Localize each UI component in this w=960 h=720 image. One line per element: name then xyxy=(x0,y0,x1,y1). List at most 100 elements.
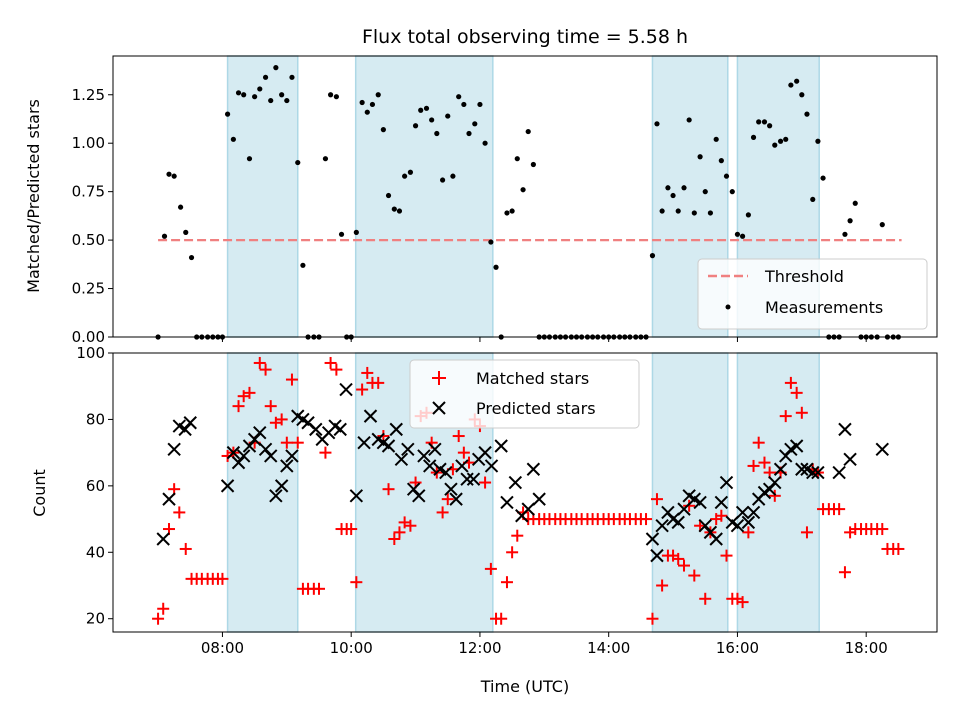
measurement-point xyxy=(783,136,789,142)
predicted-star-point xyxy=(730,519,745,533)
matched-star-point xyxy=(699,592,712,605)
bottom-y-tick-label: 60 xyxy=(86,477,105,495)
predicted-marker-b xyxy=(371,432,385,447)
measurement-point xyxy=(369,101,376,108)
matched-star-point xyxy=(795,406,808,419)
measurement-point xyxy=(188,254,195,261)
bottom-shaded-interval xyxy=(651,352,729,633)
bottom-shaded-interval xyxy=(736,352,820,633)
matched-star-point xyxy=(280,436,293,449)
measurement-point xyxy=(820,175,826,181)
predicted-star-point xyxy=(412,489,426,503)
predicted-marker-b xyxy=(328,419,342,433)
predicted-star-point xyxy=(406,482,421,496)
measurement-point xyxy=(300,262,306,268)
measurement-point xyxy=(224,111,231,117)
predicted-marker-b xyxy=(779,449,793,463)
predicted-marker-b xyxy=(661,505,675,520)
predicted-marker-b xyxy=(655,519,669,533)
measurement-point xyxy=(466,130,472,137)
predicted-marker-b xyxy=(671,515,685,530)
predicted-star-point xyxy=(832,465,846,480)
measurement-point xyxy=(177,204,184,210)
predicted-marker-b xyxy=(687,492,702,506)
predicted-marker-b xyxy=(773,462,788,476)
bottom-y-axis-label: Count xyxy=(30,469,49,517)
matched-star-point xyxy=(742,526,755,539)
predicted-marker-b xyxy=(156,532,170,546)
predicted-star-point xyxy=(500,495,514,510)
predicted-marker-b xyxy=(401,442,415,457)
top-plot-frame xyxy=(112,55,938,338)
predicted-star-point xyxy=(236,449,251,463)
measurement-point xyxy=(750,134,757,140)
measurement-point xyxy=(333,94,339,100)
predicted-star-point xyxy=(795,462,809,476)
measurement-point xyxy=(649,253,656,259)
matched-star-point xyxy=(784,376,797,389)
matched-star-point xyxy=(650,493,663,506)
x-tick-label: 16:00 xyxy=(716,639,759,657)
predicted-star-point xyxy=(178,422,192,437)
measurement-point xyxy=(847,218,853,224)
predicted-star-point xyxy=(508,475,523,490)
matched-star-point xyxy=(382,483,395,496)
predicted-marker-b xyxy=(296,412,310,427)
predicted-marker-b xyxy=(309,422,323,437)
predicted-star-point xyxy=(698,519,712,533)
measurement-point xyxy=(713,136,719,142)
predicted-star-point xyxy=(417,449,431,463)
predicted-marker-b xyxy=(417,449,431,463)
predicted-star-point xyxy=(714,495,729,510)
bottom-plot-frame xyxy=(112,352,938,633)
measurement-point xyxy=(745,212,751,218)
measurement-point xyxy=(262,74,269,80)
predicted-marker-b xyxy=(433,462,447,476)
predicted-marker-b xyxy=(666,512,680,526)
matched-star-point xyxy=(350,576,363,589)
matched-star-point xyxy=(672,552,685,565)
predicted-star-point xyxy=(693,495,707,510)
matched-star-point xyxy=(479,476,492,489)
bottom-y-tick-label: 20 xyxy=(86,610,105,628)
measurement-point xyxy=(788,82,794,88)
matched-star-point xyxy=(179,542,192,555)
measurement-point xyxy=(815,138,821,144)
predicted-star-point xyxy=(242,439,257,453)
matched-star-point xyxy=(152,612,165,625)
measurement-point xyxy=(691,210,697,216)
predicted-marker-b xyxy=(746,505,761,520)
measurement-point xyxy=(702,189,708,195)
measurements-legend-swatch xyxy=(725,304,731,310)
matched-legend-swatch xyxy=(432,371,446,385)
predicted-star-point xyxy=(526,462,541,476)
predicted-star-point xyxy=(779,449,793,463)
predicted-marker-b xyxy=(741,515,756,530)
matched-star-point xyxy=(833,503,846,516)
predicted-marker-b xyxy=(357,435,371,450)
predicted-legend-label: Predicted stars xyxy=(476,399,596,418)
predicted-marker-b xyxy=(725,515,739,530)
predicted-star-point xyxy=(401,442,415,457)
bottom-y-tick-label: 80 xyxy=(86,410,105,428)
measurement-point xyxy=(681,185,687,191)
predicted-marker-b xyxy=(682,489,696,503)
matched-star-point xyxy=(330,363,343,376)
measurement-point xyxy=(327,92,334,98)
predicted-marker-b xyxy=(167,442,181,457)
predicted-marker-b xyxy=(285,449,299,463)
bottom-y-tick-label: 100 xyxy=(76,344,105,362)
matched-star-point xyxy=(484,562,497,575)
measurement-point xyxy=(777,138,784,144)
predicted-marker-b xyxy=(258,442,273,457)
predicted-marker-b xyxy=(178,422,192,437)
predicted-star-point xyxy=(394,452,409,466)
predicted-marker-b xyxy=(795,462,809,476)
predicted-marker-b xyxy=(494,439,508,453)
measurement-point xyxy=(434,130,440,137)
predicted-star-point xyxy=(478,445,492,460)
predicted-star-point xyxy=(521,502,535,516)
matched-star-point xyxy=(361,366,374,379)
measurement-point xyxy=(391,206,397,212)
